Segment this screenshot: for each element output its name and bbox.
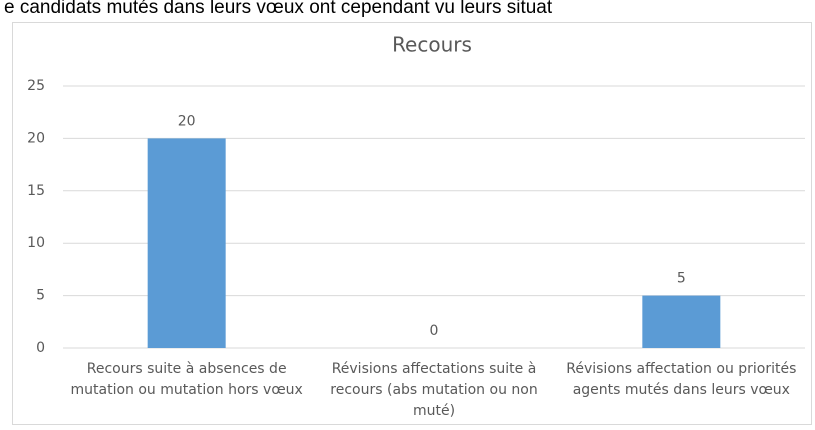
y-tick-label: 25 [27, 78, 45, 94]
caption: e candidats mutés dans leurs vœux ont ce… [4, 0, 553, 18]
y-tick-label: 5 [36, 288, 45, 304]
data-label: 0 [430, 323, 439, 339]
y-tick-label: 10 [27, 235, 45, 251]
x-tick-label: Révisions affectation ou priorités agents… [566, 361, 796, 398]
bar [642, 295, 721, 348]
chart-title: Recours [392, 33, 472, 57]
data-label: 5 [677, 271, 686, 287]
x-tick-label: Révisions affectations suite à recours (a… [330, 361, 537, 419]
data-label: 20 [178, 113, 196, 129]
bar [147, 138, 226, 348]
y-tick-label: 0 [36, 340, 45, 356]
chart-frame [12, 22, 812, 425]
y-tick-label: 15 [27, 183, 45, 199]
y-tick-label: 20 [27, 130, 45, 146]
x-tick-label: Recours suite à absences de mutation ou m… [71, 361, 303, 398]
